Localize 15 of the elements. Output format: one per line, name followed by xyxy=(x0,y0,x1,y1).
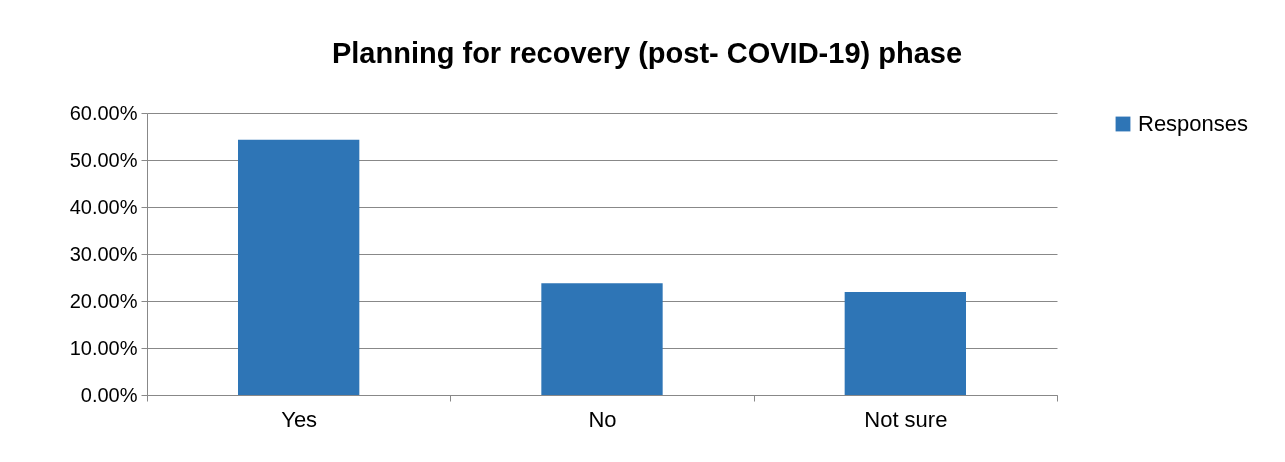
y-tick-label: 20.00% xyxy=(69,289,138,312)
y-tick-label: 0.00% xyxy=(80,383,138,406)
bar xyxy=(541,283,663,395)
x-tick-label: No xyxy=(588,406,617,432)
x-tick-label: Not sure xyxy=(864,406,948,432)
y-tick-label: 30.00% xyxy=(69,242,138,265)
legend-label: Responses xyxy=(1138,111,1249,136)
bar xyxy=(238,139,360,395)
bar xyxy=(844,292,966,395)
x-tick-label: Yes xyxy=(281,406,318,432)
chart-title: Planning for recovery (post- COVID-19) phase xyxy=(331,37,963,69)
y-tick-label: 10.00% xyxy=(69,336,138,359)
y-tick-label: 40.00% xyxy=(69,195,138,218)
y-tick-label: 60.00% xyxy=(69,101,138,124)
y-tick-label: 50.00% xyxy=(69,148,138,171)
